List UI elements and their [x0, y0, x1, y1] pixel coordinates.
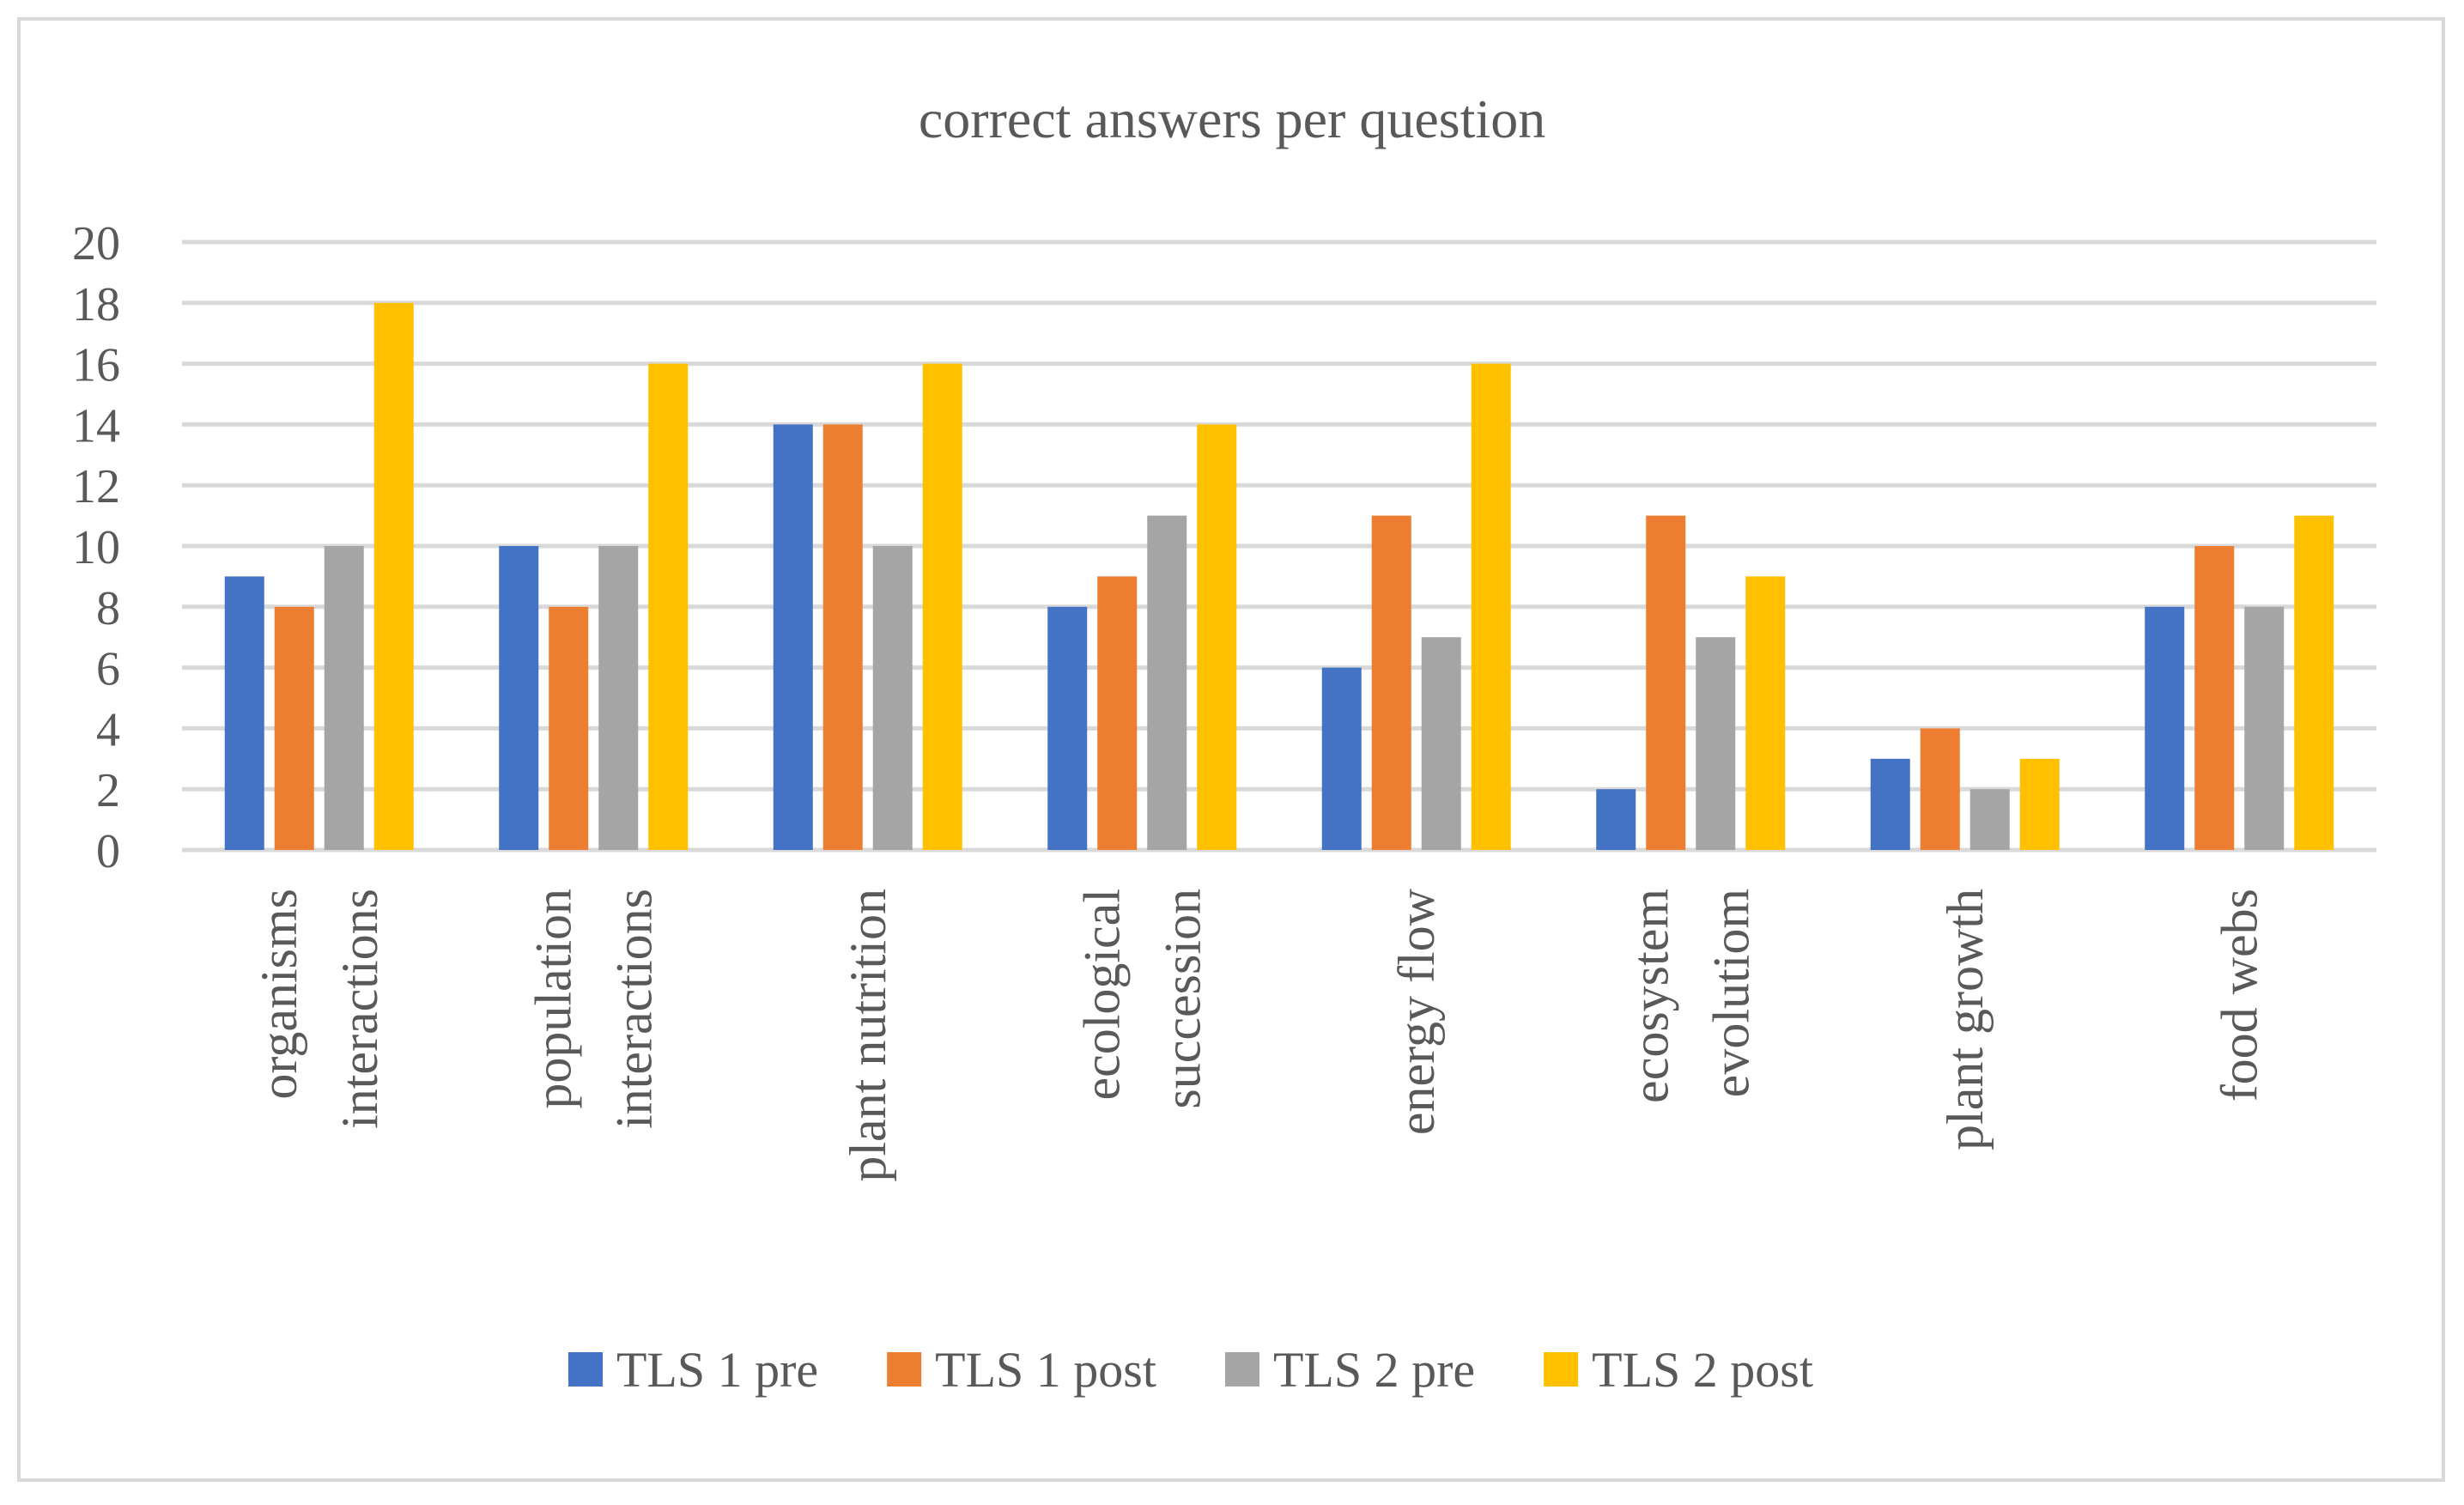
bar-tls-2-post — [2294, 515, 2334, 850]
bar-tls-2-pre — [2244, 606, 2285, 850]
y-tick-label: 10 — [72, 521, 120, 574]
legend-label: TLS 2 post — [1592, 1342, 1813, 1398]
category-label: plant growth — [1937, 889, 1994, 1150]
legend-swatch — [887, 1352, 922, 1387]
legend-item: TLS 1 post — [887, 1342, 1156, 1398]
bar-tls-2-post — [922, 363, 962, 851]
category-label-line: population — [525, 889, 581, 1109]
bar-tls-1-pre — [1321, 667, 1362, 850]
category-label-line: interactions — [331, 889, 388, 1129]
bar-tls-1-post — [2194, 546, 2235, 850]
category-label-line: food webs — [2211, 889, 2267, 1101]
bar-tls-2-pre — [1421, 637, 1461, 850]
category-label-line: interactions — [605, 889, 662, 1129]
bar-tls-1-pre — [224, 576, 264, 850]
y-tick-label: 0 — [96, 825, 120, 878]
bar-tls-1-pre — [499, 546, 539, 850]
legend-item: TLS 1 pre — [568, 1342, 818, 1398]
category-label: food webs — [2211, 889, 2267, 1101]
legend-label: TLS 1 pre — [616, 1342, 818, 1398]
bar-tls-1-post — [1646, 515, 1686, 850]
bar-tls-1-pre — [1870, 758, 1910, 850]
category-label: ecosystem evolutiom — [1622, 889, 1759, 1103]
bar-tls-2-pre — [1147, 515, 1187, 850]
bar-tls-2-pre — [324, 546, 364, 850]
category-label-line: plant growth — [1937, 889, 1994, 1150]
bar-tls-1-pre — [1047, 606, 1088, 850]
legend-label: TLS 2 pre — [1273, 1342, 1475, 1398]
bar-tls-2-pre — [1969, 789, 2010, 850]
bar-tls-2-pre — [598, 546, 639, 850]
bar-tls-1-pre — [1596, 789, 1636, 850]
y-tick-label: 2 — [96, 764, 120, 817]
bar-tls-2-post — [1197, 424, 1237, 850]
legend-label: TLS 1 post — [935, 1342, 1156, 1398]
legend-item: TLS 2 post — [1544, 1342, 1813, 1398]
bar-tls-2-post — [2019, 758, 2060, 850]
y-tick-label: 8 — [96, 582, 120, 635]
legend-swatch — [568, 1352, 603, 1387]
category-label: energy flow — [1388, 888, 1445, 1135]
bar-tls-1-pre — [773, 424, 813, 850]
legend: TLS 1 pre TLS 1 post TLS 2 pre TLS 2 post — [568, 1342, 1813, 1398]
bar-tls-1-post — [1371, 515, 1411, 850]
category-label: plant nutrition — [840, 889, 896, 1182]
bar-tls-1-post — [1097, 576, 1138, 850]
category-label-line: ecosystem — [1622, 889, 1678, 1103]
category-label-line: ecological — [1073, 889, 1130, 1101]
category-label: ecological succession — [1073, 889, 1211, 1109]
bar-tls-1-post — [822, 424, 863, 850]
y-tick-label: 6 — [96, 643, 120, 696]
y-axis-ticks: 0 2 4 6 8 10 12 14 16 18 20 — [72, 217, 120, 878]
y-tick-label: 16 — [72, 339, 120, 392]
chart-title: correct answers per question — [919, 88, 1545, 149]
y-tick-label: 18 — [72, 278, 120, 331]
bar-tls-1-pre — [2145, 606, 2185, 850]
bar-tls-2-pre — [1696, 637, 1736, 850]
bar-tls-2-post — [1745, 576, 1786, 850]
category-label-line: evolutiom — [1702, 889, 1759, 1097]
bar-tls-2-post — [648, 363, 689, 851]
y-tick-label: 20 — [72, 217, 120, 270]
legend-item: TLS 2 pre — [1224, 1342, 1475, 1398]
y-tick-label: 4 — [96, 703, 120, 756]
x-axis-categories: organisms interactions population interacti… — [251, 888, 2268, 1181]
category-label: organisms interactions — [251, 889, 388, 1129]
legend-swatch — [1224, 1352, 1259, 1387]
category-label: population interactions — [525, 889, 662, 1129]
gridlines — [182, 240, 2376, 853]
y-tick-label: 14 — [72, 399, 120, 452]
bar-tls-2-post — [373, 302, 414, 850]
bar-tls-1-post — [1920, 728, 1960, 850]
legend-swatch — [1544, 1352, 1579, 1387]
category-label-line: plant nutrition — [840, 889, 896, 1182]
bars — [224, 302, 2334, 851]
category-label-line: organisms — [251, 889, 307, 1100]
bar-tls-2-pre — [872, 546, 913, 850]
bar-tls-1-post — [549, 606, 589, 850]
category-label-line: succession — [1154, 889, 1211, 1109]
y-tick-label: 12 — [72, 460, 120, 513]
bar-tls-1-post — [274, 606, 314, 850]
category-label-line: energy flow — [1388, 888, 1445, 1135]
bar-tls-2-post — [1471, 363, 1511, 851]
